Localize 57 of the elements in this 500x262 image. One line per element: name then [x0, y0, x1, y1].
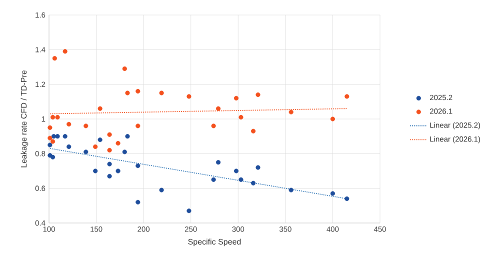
point — [256, 92, 260, 98]
point — [250, 180, 256, 186]
point — [122, 150, 127, 154]
point — [330, 116, 336, 122]
point — [238, 177, 244, 182]
point — [288, 188, 294, 192]
point — [48, 136, 52, 140]
point — [256, 165, 260, 170]
point — [66, 122, 72, 126]
point — [62, 134, 68, 139]
point — [107, 162, 112, 166]
point — [238, 114, 244, 120]
point — [84, 150, 88, 154]
point — [344, 196, 350, 202]
point — [159, 90, 164, 96]
point — [107, 174, 112, 178]
point — [93, 168, 98, 174]
point — [136, 200, 140, 204]
point — [159, 188, 164, 192]
point — [98, 106, 102, 111]
point — [107, 132, 112, 137]
point — [136, 163, 140, 168]
point — [136, 124, 140, 128]
point — [50, 114, 56, 120]
point — [93, 144, 98, 150]
point — [98, 137, 102, 142]
point — [116, 168, 120, 174]
point — [107, 148, 112, 152]
point — [55, 134, 60, 139]
point — [216, 160, 221, 165]
point — [186, 94, 192, 99]
x-axis-title: Specific Speed — [188, 238, 241, 246]
point — [50, 154, 56, 160]
point — [66, 144, 72, 150]
point — [62, 49, 68, 54]
point — [116, 140, 120, 146]
point — [125, 134, 130, 139]
point — [330, 191, 336, 196]
point — [186, 208, 192, 214]
point — [84, 124, 88, 128]
point — [136, 88, 140, 94]
point — [250, 128, 256, 134]
point — [48, 125, 52, 130]
point — [50, 139, 56, 144]
point — [211, 177, 216, 182]
point — [216, 106, 221, 111]
point — [48, 142, 52, 148]
y-axis-title: Leakage rate CFD / TD-Pre — [20, 70, 28, 168]
point — [211, 124, 216, 128]
point — [55, 114, 60, 120]
point — [234, 96, 239, 100]
point — [344, 94, 350, 99]
point — [288, 110, 294, 114]
point — [122, 66, 127, 72]
point — [234, 168, 239, 174]
point — [52, 56, 57, 61]
point — [125, 90, 130, 96]
